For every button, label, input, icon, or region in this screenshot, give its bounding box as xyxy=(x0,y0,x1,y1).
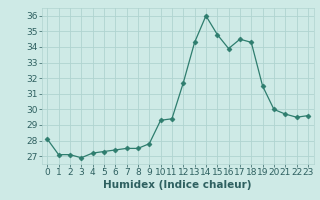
X-axis label: Humidex (Indice chaleur): Humidex (Indice chaleur) xyxy=(103,180,252,190)
